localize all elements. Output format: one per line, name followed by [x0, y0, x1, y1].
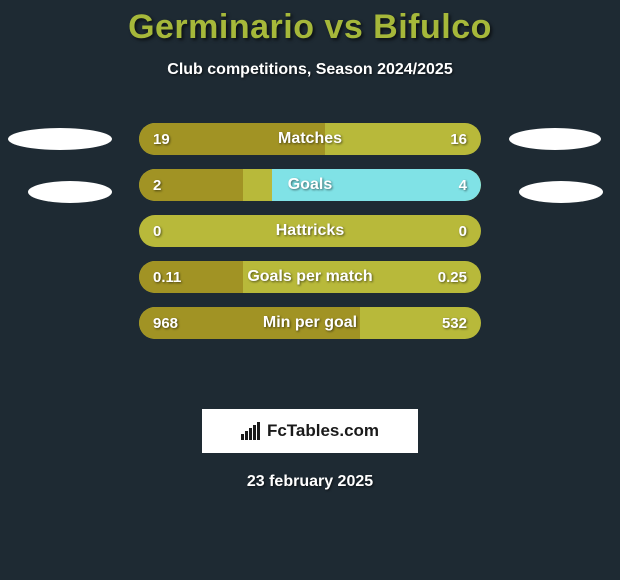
- stat-value-right: 0.25: [438, 261, 467, 293]
- stat-label: Matches: [139, 123, 481, 155]
- decor-ellipse: [8, 128, 112, 150]
- stat-value-right: 4: [459, 169, 467, 201]
- stat-row: 0Hattricks0: [139, 215, 481, 247]
- decor-ellipse: [519, 181, 603, 203]
- page-title: Germinario vs Bifulco: [0, 8, 620, 47]
- page-subtitle: Club competitions, Season 2024/2025: [0, 61, 620, 79]
- brand-logo: FcTables.com: [202, 409, 418, 453]
- stat-row: 19Matches16: [139, 123, 481, 155]
- snapshot-date: 23 february 2025: [0, 473, 620, 491]
- stat-row: 2Goals4: [139, 169, 481, 201]
- stat-value-right: 16: [450, 123, 467, 155]
- bar-chart-icon: [241, 422, 261, 440]
- stat-label: Goals: [139, 169, 481, 201]
- stat-label: Goals per match: [139, 261, 481, 293]
- stat-row: 968Min per goal532: [139, 307, 481, 339]
- stat-label: Hattricks: [139, 215, 481, 247]
- comparison-chart: 19Matches16 2Goals4 0Hattricks0 0.11Goals p…: [0, 123, 620, 403]
- decor-ellipse: [28, 181, 112, 203]
- brand-logo-text: FcTables.com: [267, 421, 379, 441]
- decor-ellipse: [509, 128, 601, 150]
- stat-value-right: 532: [442, 307, 467, 339]
- stat-rows: 19Matches16 2Goals4 0Hattricks0 0.11Goals p…: [139, 123, 481, 353]
- stat-row: 0.11Goals per match0.25: [139, 261, 481, 293]
- stat-label: Min per goal: [139, 307, 481, 339]
- comparison-page: Germinario vs Bifulco Club competitions,…: [0, 0, 620, 580]
- stat-value-right: 0: [459, 215, 467, 247]
